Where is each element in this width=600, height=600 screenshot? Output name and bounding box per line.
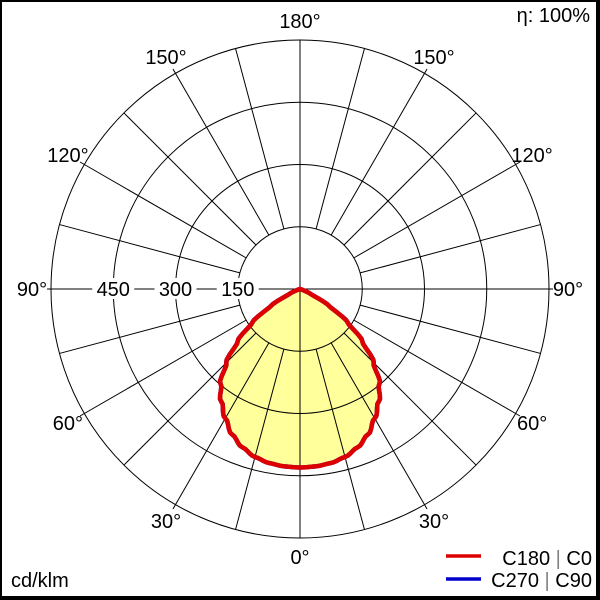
radial-grid-line [343,332,477,466]
radial-grid-stub [515,413,521,417]
angle-label: 90° [17,279,47,301]
radial-grid-line [59,304,241,354]
angle-label: 60° [517,413,547,435]
radial-tick-label: 450 [97,279,130,301]
angle-label: 180° [279,11,320,33]
radial-grid-line [59,224,241,274]
efficiency-label: η: 100% [516,5,590,27]
radial-grid-stub [79,413,85,417]
radial-grid-line [315,348,365,530]
legend-label-c180-c0: C180 | C0 [502,548,592,570]
radial-grid-line [123,112,257,246]
radial-grid-line [84,319,247,414]
legend-label-c270-c90: C270 | C90 [491,570,592,592]
radial-grid-line [353,164,516,259]
radial-grid-line [175,342,270,505]
angle-label: 150° [145,47,186,69]
angle-label: 90° [553,279,583,301]
radial-grid-stub [424,68,428,74]
radial-grid-stub [515,161,521,165]
radial-tick-box [154,278,197,299]
radial-grid-line [330,73,425,236]
angle-label: 150° [413,47,454,69]
radial-grid-stub [172,68,176,74]
radial-grid-line [235,48,285,230]
radial-grid-line [353,319,516,414]
unit-label: cd/klm [11,570,69,592]
radial-grid-line [359,224,541,274]
radial-grid-line [330,342,425,505]
radial-tick-box [92,278,135,299]
radial-grid-stub [424,504,428,510]
radial-grid-line [123,332,257,466]
angle-label: 60° [53,413,83,435]
angle-label: 30° [151,511,181,533]
radial-grid-line [175,73,270,236]
radial-grid-line [359,304,541,354]
radial-grid-line [343,112,477,246]
angle-label: 30° [419,511,449,533]
curve-c180-c0 [217,286,383,470]
radial-grid-line [235,348,285,530]
radial-grid-stub [79,161,85,165]
angle-label: 120° [47,145,88,167]
radial-tick-label: 150 [221,279,254,301]
radial-tick-box [216,278,259,299]
radial-grid-stub [172,504,176,510]
angle-label: 120° [511,145,552,167]
angle-label: 0° [290,547,309,569]
radial-grid-line [84,164,247,259]
radial-tick-label: 300 [159,279,192,301]
radial-grid-line [315,48,365,230]
